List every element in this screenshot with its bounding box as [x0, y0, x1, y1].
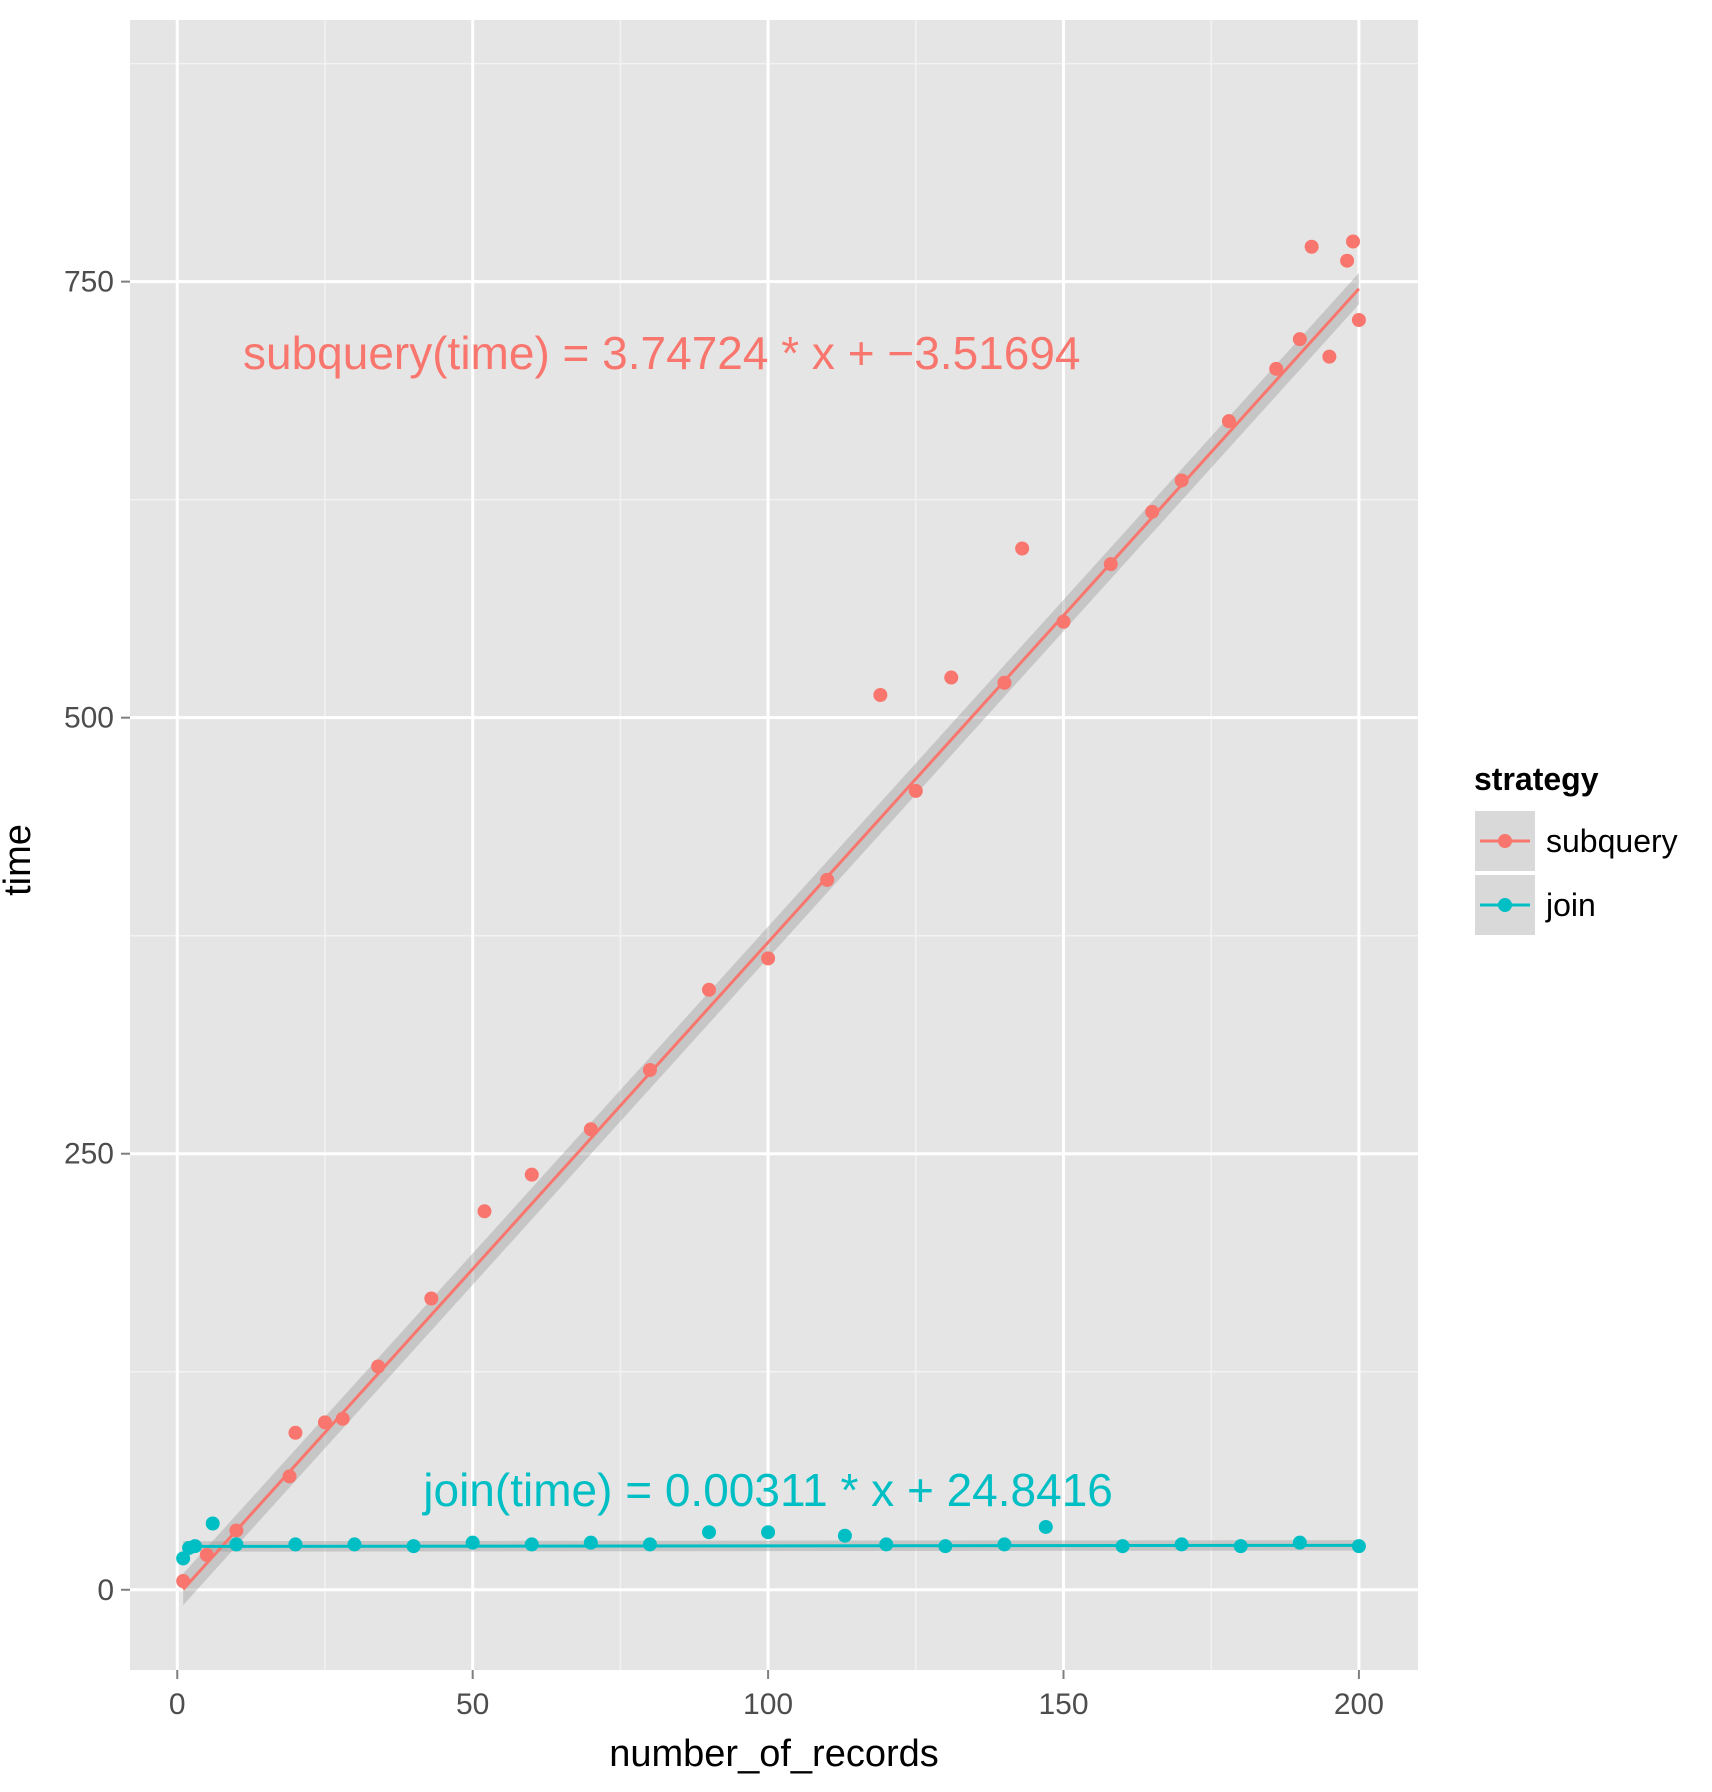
point-subquery: [820, 872, 835, 887]
point-join: [1292, 1535, 1307, 1550]
point-join: [879, 1537, 894, 1552]
major-grid: [130, 20, 1418, 1670]
point-join: [583, 1535, 598, 1550]
x-tick-label: 100: [743, 1688, 793, 1721]
point-subquery: [944, 670, 959, 685]
y-tick-label: 750: [64, 266, 114, 299]
point-subquery: [1346, 234, 1361, 249]
point-join: [702, 1525, 717, 1540]
y-tick-label: 250: [64, 1138, 114, 1171]
x-tick-label: 200: [1334, 1688, 1384, 1721]
point-join: [1115, 1539, 1130, 1554]
point-subquery: [176, 1574, 191, 1589]
point-subquery: [1221, 414, 1236, 429]
point-subquery: [424, 1291, 439, 1306]
y-tick-label: 0: [97, 1574, 114, 1607]
x-tick-label: 50: [456, 1688, 489, 1721]
point-subquery: [1269, 361, 1284, 376]
x-axis-title: number_of_records: [609, 1733, 939, 1775]
point-join: [1038, 1519, 1053, 1534]
y-axis-title: time: [0, 824, 39, 896]
point-subquery: [702, 982, 717, 997]
point-join: [465, 1535, 480, 1550]
point-subquery: [229, 1523, 244, 1538]
point-subquery: [761, 951, 776, 966]
point-subquery: [583, 1122, 598, 1137]
point-join: [406, 1539, 421, 1554]
point-subquery: [908, 783, 923, 798]
point-subquery: [524, 1167, 539, 1182]
point-join: [1233, 1539, 1248, 1554]
point-subquery: [1015, 541, 1030, 556]
y-tick-label: 500: [64, 702, 114, 735]
legend-point-join: [1498, 898, 1512, 912]
fit-line-join: [183, 1543, 1359, 1548]
point-join: [997, 1537, 1012, 1552]
point-subquery: [335, 1411, 350, 1426]
data-points: [176, 234, 1366, 1589]
point-join: [176, 1551, 191, 1566]
point-subquery: [642, 1063, 657, 1077]
point-join: [524, 1537, 539, 1552]
point-join: [347, 1537, 362, 1552]
point-subquery: [1304, 239, 1319, 254]
point-subquery: [1103, 557, 1118, 572]
point-subquery: [1174, 473, 1189, 488]
legend: strategy subquery join: [1473, 761, 1678, 937]
point-subquery: [1340, 253, 1355, 268]
legend-point-subquery: [1498, 834, 1512, 848]
annotation-text: join(time) = 0.00311 * x + 24.8416: [421, 1464, 1113, 1516]
x-tick-label: 0: [169, 1688, 186, 1721]
annotation-text: subquery(time) = 3.74724 * x + −3.51694: [243, 327, 1081, 379]
point-join: [288, 1537, 303, 1552]
point-join: [761, 1525, 776, 1540]
point-subquery: [477, 1204, 492, 1219]
point-subquery: [1292, 332, 1307, 347]
point-subquery: [1145, 504, 1160, 519]
legend-title: strategy: [1474, 761, 1599, 797]
point-subquery: [873, 688, 888, 702]
point-subquery: [317, 1415, 332, 1430]
point-join: [642, 1537, 657, 1552]
legend-label-join: join: [1545, 887, 1596, 923]
plot-panel: [130, 20, 1418, 1670]
point-subquery: [288, 1425, 303, 1440]
x-axis-ticks: 0 50 100 150 200: [169, 1670, 1384, 1721]
point-join: [938, 1539, 953, 1554]
point-subquery: [1056, 614, 1071, 629]
point-join: [229, 1537, 244, 1552]
point-join: [837, 1528, 852, 1543]
point-subquery: [1322, 349, 1337, 364]
point-join: [205, 1516, 220, 1531]
point-subquery: [997, 675, 1012, 690]
x-tick-label: 150: [1038, 1688, 1088, 1721]
point-subquery: [282, 1469, 297, 1484]
point-join: [187, 1539, 202, 1554]
point-join: [1174, 1537, 1189, 1552]
point-subquery: [199, 1547, 214, 1562]
legend-label-subquery: subquery: [1546, 823, 1678, 859]
point-subquery: [1351, 313, 1366, 327]
point-subquery: [371, 1359, 386, 1374]
point-join: [1351, 1539, 1366, 1554]
y-axis-ticks: 0 250 500 750: [64, 266, 130, 1607]
regression-annotations: subquery(time) = 3.74724 * x + −3.51694 j…: [243, 327, 1113, 1516]
